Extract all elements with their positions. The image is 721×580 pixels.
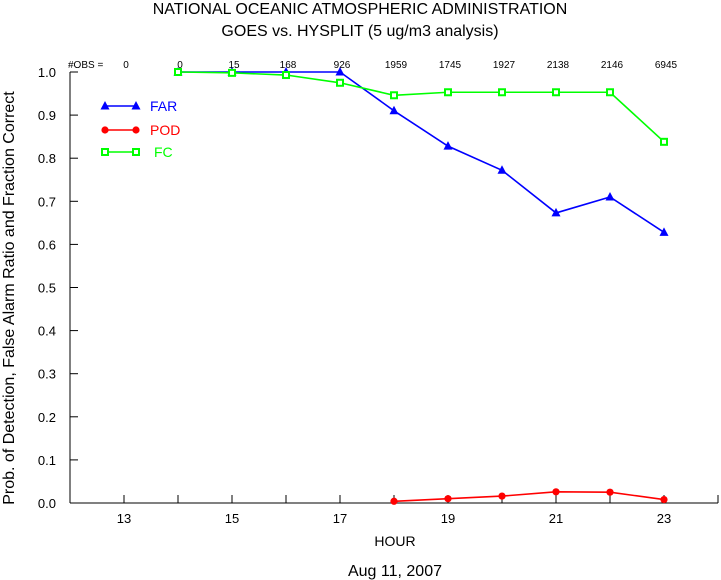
- data-point-square: [498, 88, 506, 97]
- x-tick-label: 19: [441, 511, 455, 526]
- y-tick-label: 0.0: [38, 496, 56, 511]
- obs-count: 2146: [601, 60, 624, 71]
- x-tick-label: 15: [225, 511, 239, 526]
- legend-label-fc: FC: [154, 144, 173, 160]
- data-point-square: [444, 88, 452, 97]
- data-point-square: [390, 91, 398, 100]
- y-tick-label: 0.7: [38, 194, 56, 209]
- x-tick-label: 13: [117, 511, 131, 526]
- data-point-square: [552, 88, 560, 97]
- date-label: Aug 11, 2007: [348, 563, 442, 580]
- data-point-circle: [498, 492, 506, 500]
- x-tick-label: 23: [657, 511, 671, 526]
- series-line: [393, 490, 665, 503]
- chart-title: NATIONAL OCEANIC ATMOSPHERIC ADMINISTRAT…: [153, 1, 568, 18]
- data-point-square: [660, 137, 668, 146]
- data-point-triangle: [100, 101, 110, 110]
- obs-count: 1927: [493, 60, 516, 71]
- data-point-triangle: [659, 227, 669, 236]
- obs-count: 1745: [439, 60, 462, 71]
- data-point-circle: [552, 488, 560, 496]
- data-point-circle: [101, 126, 109, 134]
- obs-count: 2138: [547, 60, 570, 71]
- data-point-circle: [606, 488, 614, 496]
- y-tick-label: 0.3: [38, 367, 56, 382]
- x-tick-label: 21: [549, 511, 563, 526]
- data-point-square: [174, 68, 182, 76]
- data-point-square: [228, 68, 236, 77]
- y-tick-label: 0.6: [38, 237, 56, 252]
- series-pod: [390, 488, 668, 505]
- data-point-circle: [660, 495, 668, 504]
- data-point-triangle: [335, 67, 345, 76]
- data-point-square: [282, 71, 290, 80]
- obs-count: 6945: [655, 60, 678, 71]
- chart-subtitle: GOES vs. HYSPLIT (5 ug/m3 analysis): [221, 23, 498, 40]
- obs-count: 168: [280, 60, 297, 71]
- legend: FAR POD FC: [100, 98, 180, 160]
- data-point-circle: [390, 497, 398, 505]
- y-tick-label: 1.0: [38, 65, 56, 80]
- obs-count: 0: [177, 60, 183, 71]
- data-point-triangle: [389, 105, 399, 115]
- y-axis-label: Prob. of Detection, False Alarm Ratio an…: [1, 91, 18, 505]
- obs-label: #OBS =: [68, 60, 103, 71]
- legend-label-pod: POD: [150, 122, 180, 138]
- series-line: [177, 71, 665, 143]
- obs-count: 0: [123, 60, 129, 71]
- y-tick-label: 0.9: [38, 108, 56, 123]
- data-point-square: [132, 148, 140, 156]
- data-point-square: [101, 148, 109, 156]
- series-fc: [174, 68, 668, 146]
- series-line: [178, 71, 665, 234]
- x-axis-label: HOUR: [374, 533, 415, 549]
- data-point-circle: [132, 126, 140, 134]
- y-tick-label: 0.5: [38, 281, 56, 296]
- data-point-square: [606, 88, 614, 97]
- obs-count: 926: [334, 60, 351, 71]
- x-tick-label: 17: [333, 511, 347, 526]
- data-point-triangle: [131, 101, 141, 110]
- data-point-triangle: [551, 207, 561, 217]
- obs-count: 15: [228, 60, 240, 71]
- data-point-circle: [444, 495, 452, 503]
- y-tick-label: 0.8: [38, 151, 56, 166]
- y-tick-label: 0.1: [38, 453, 56, 468]
- data-point-square: [336, 78, 344, 87]
- data-point-triangle: [443, 141, 453, 150]
- data-point-triangle: [497, 165, 507, 174]
- legend-label-far: FAR: [150, 98, 177, 114]
- obs-count: 1959: [385, 60, 408, 71]
- y-tick-label: 0.2: [38, 410, 56, 425]
- data-point-triangle: [605, 191, 615, 201]
- y-tick-label: 0.4: [38, 324, 56, 339]
